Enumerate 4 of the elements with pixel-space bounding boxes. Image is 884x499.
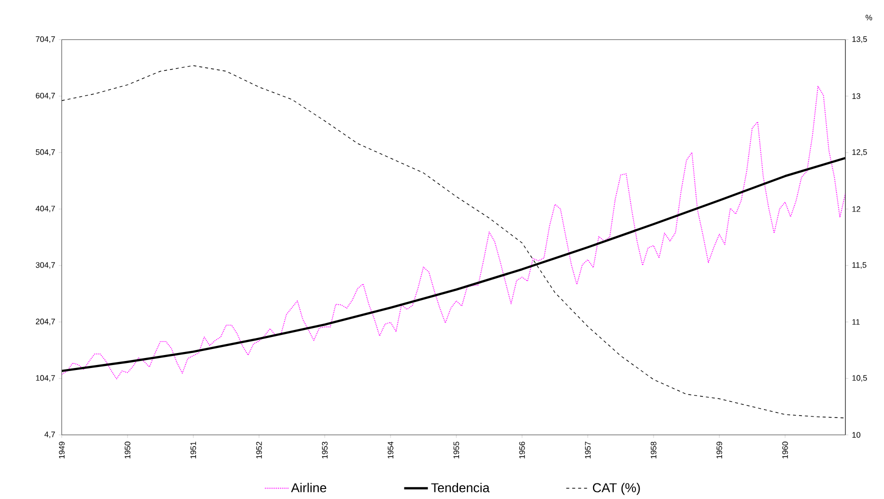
line-series (62, 86, 846, 380)
legend-label: Tendencia (431, 482, 490, 492)
legend-label: CAT (%) (592, 482, 640, 495)
legend-label: Airline (291, 482, 326, 492)
